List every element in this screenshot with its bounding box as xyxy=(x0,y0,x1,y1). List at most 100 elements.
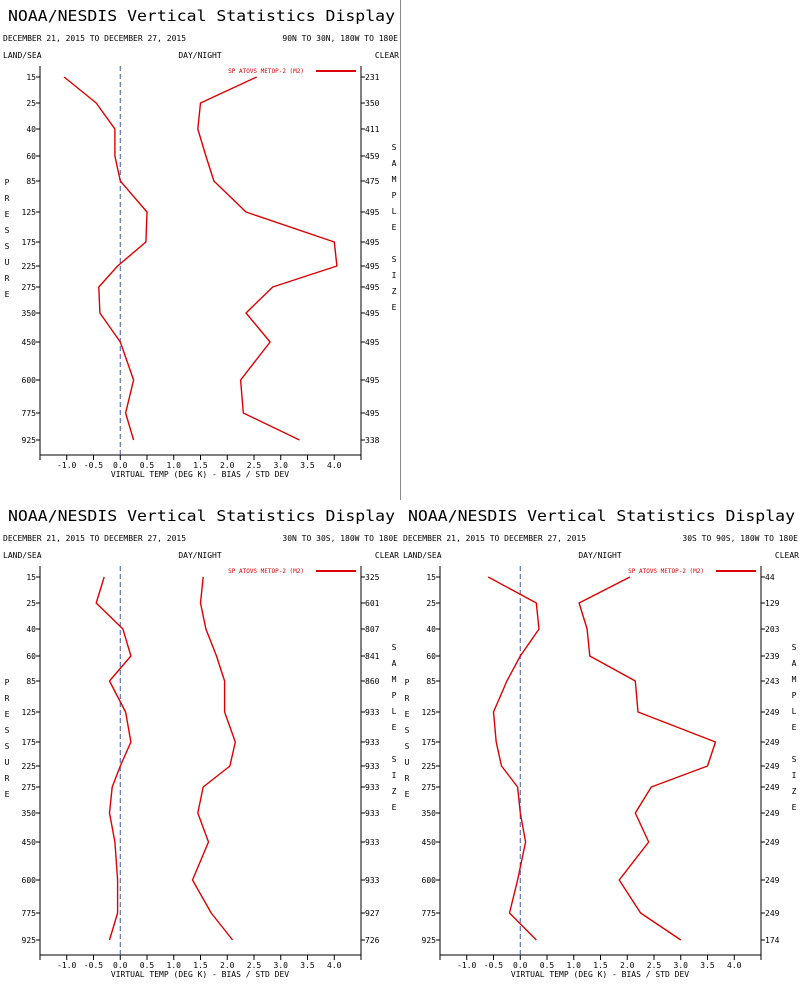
pressure-level-label: 25 xyxy=(26,99,36,108)
x-tick-label: 1.0 xyxy=(567,961,582,970)
y2-axis-label-letter: E xyxy=(792,803,797,812)
y-axis-label-letter: P xyxy=(5,678,10,687)
land-sea-label: LAND/SEA xyxy=(3,551,42,560)
chart-svg: NOAA/NESDIS Vertical Statistics Display D… xyxy=(403,507,799,979)
pressure-level-label: 40 xyxy=(26,625,36,634)
chart-title: NOAA/NESDIS Vertical Statistics Display xyxy=(8,7,395,25)
y2-axis-label-letter: A xyxy=(792,659,797,668)
y2-axis-label-letter: Z xyxy=(392,287,397,296)
sample-size-label: 933 xyxy=(365,876,380,885)
sample-size-label: 807 xyxy=(365,625,380,634)
pressure-level-label: 275 xyxy=(422,783,437,792)
x-tick-label: 1.0 xyxy=(167,461,182,470)
y-axis-label-letter: P xyxy=(405,678,410,687)
pressure-level-label: 60 xyxy=(26,152,36,161)
pressure-level-label: 85 xyxy=(426,677,436,686)
legend-label: SP ATOVS METOP-2 (M2) xyxy=(228,68,304,75)
x-tick-label: -1.0 xyxy=(57,461,76,470)
sample-size-label: 927 xyxy=(365,909,380,918)
bias-series-line xyxy=(487,576,540,941)
y2-axis-label-letter: Z xyxy=(792,787,797,796)
pressure-level-label: 350 xyxy=(22,809,37,818)
pressure-level-label: 275 xyxy=(22,283,37,292)
pressure-level-label: 175 xyxy=(22,738,37,747)
y2-axis-label-letter: A xyxy=(392,659,397,668)
chart-panel: NOAA/NESDIS Vertical Statistics Display D… xyxy=(400,500,800,1000)
pressure-level-label: 60 xyxy=(26,652,36,661)
pressure-level-label: 40 xyxy=(426,625,436,634)
sample-size-label: 411 xyxy=(365,125,380,134)
x-tick-label: 3.5 xyxy=(300,961,315,970)
y2-axis-label-letter: M xyxy=(392,175,397,184)
y-axis-label-letter: E xyxy=(405,710,410,719)
pressure-level-label: 275 xyxy=(22,783,37,792)
sample-size-label: 231 xyxy=(365,73,380,82)
pressure-level-label: 350 xyxy=(422,809,437,818)
sample-size-label: 239 xyxy=(765,652,780,661)
y2-axis-label-letter: M xyxy=(792,675,797,684)
y2-axis-label-letter: L xyxy=(392,207,397,216)
x-tick-label: 4.0 xyxy=(327,961,342,970)
clear-label: CLEAR xyxy=(375,51,399,60)
pressure-level-label: 225 xyxy=(22,262,37,271)
sample-size-label: 495 xyxy=(365,409,380,418)
x-tick-label: 4.0 xyxy=(327,461,342,470)
pressure-level-label: 125 xyxy=(422,708,437,717)
x-tick-label: 1.5 xyxy=(193,461,208,470)
region-label: 90N TO 30N, 180W TO 180E xyxy=(282,34,398,43)
legend-label: SP ATOVS METOP-2 (M2) xyxy=(228,568,304,575)
x-tick-label: 0.5 xyxy=(540,961,555,970)
y-axis-label-letter: R xyxy=(405,694,410,703)
sample-size-label: 933 xyxy=(365,708,380,717)
sample-size-label: 475 xyxy=(365,177,380,186)
x-tick-label: 2.5 xyxy=(647,961,662,970)
pressure-level-label: 225 xyxy=(422,762,437,771)
y-axis-label-letter: E xyxy=(5,290,10,299)
date-range: DECEMBER 21, 2015 TO DECEMBER 27, 2015 xyxy=(403,534,586,543)
y-axis-label-letter: S xyxy=(5,742,10,751)
y-axis-label-letter: E xyxy=(5,710,10,719)
y-axis-label-letter: R xyxy=(5,774,10,783)
pressure-level-label: 15 xyxy=(26,573,36,582)
pressure-level-label: 15 xyxy=(26,73,36,82)
chart-panel: NOAA/NESDIS Vertical Statistics Display D… xyxy=(0,500,400,1000)
y-axis-label-letter: P xyxy=(5,178,10,187)
y-axis-label-letter: R xyxy=(5,694,10,703)
pressure-level-label: 125 xyxy=(22,708,37,717)
date-range: DECEMBER 21, 2015 TO DECEMBER 27, 2015 xyxy=(3,534,186,543)
sample-size-label: 350 xyxy=(365,99,380,108)
sample-size-label: 495 xyxy=(365,338,380,347)
x-tick-label: 3.0 xyxy=(274,461,289,470)
bias-series-line xyxy=(95,576,132,941)
std-dev-series-line xyxy=(578,576,717,941)
day-night-label: DAY/NIGHT xyxy=(178,551,222,560)
sample-size-label: 841 xyxy=(365,652,380,661)
chart-svg: NOAA/NESDIS Vertical Statistics Display D… xyxy=(3,7,399,479)
std-dev-series-line xyxy=(197,76,338,441)
sample-size-label: 129 xyxy=(765,599,780,608)
x-tick-label: 1.0 xyxy=(167,961,182,970)
y2-axis-label-letter: S xyxy=(392,755,397,764)
y2-axis-label-letter: S xyxy=(392,255,397,264)
region-label: 30S TO 90S, 180W TO 180E xyxy=(682,534,798,543)
x-tick-label: 0.0 xyxy=(113,461,128,470)
pressure-level-label: 25 xyxy=(26,599,36,608)
sample-size-label: 495 xyxy=(365,262,380,271)
x-tick-label: 3.5 xyxy=(300,461,315,470)
chart-title: NOAA/NESDIS Vertical Statistics Display xyxy=(8,507,395,525)
y-axis-label-letter: S xyxy=(5,226,10,235)
sample-size-label: 726 xyxy=(365,936,380,945)
land-sea-label: LAND/SEA xyxy=(3,51,42,60)
sample-size-label: 249 xyxy=(765,909,780,918)
sample-size-label: 174 xyxy=(765,936,780,945)
pressure-level-label: 450 xyxy=(422,838,437,847)
x-tick-label: 0.0 xyxy=(113,961,128,970)
y2-axis-label-letter: S xyxy=(392,143,397,152)
sample-size-label: 249 xyxy=(765,738,780,747)
y-axis-label-letter: R xyxy=(405,774,410,783)
y-axis-label-letter: E xyxy=(5,790,10,799)
pressure-level-label: 450 xyxy=(22,838,37,847)
sample-size-label: 249 xyxy=(765,708,780,717)
y2-axis-label-letter: L xyxy=(792,707,797,716)
y2-axis-label-letter: E xyxy=(392,303,397,312)
